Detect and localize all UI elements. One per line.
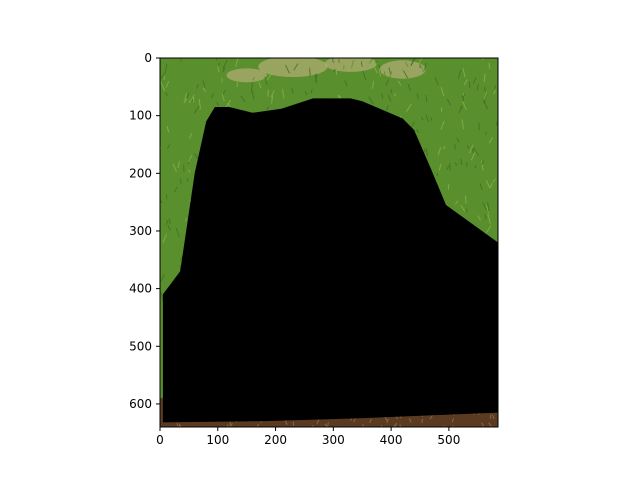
y-tick-label: 500 — [129, 339, 152, 353]
x-tick-label: 400 — [380, 433, 403, 447]
mask-region — [162, 98, 498, 423]
x-tick-label: 500 — [437, 433, 460, 447]
y-tick-label: 200 — [129, 166, 152, 180]
x-tick-label: 300 — [322, 433, 345, 447]
x-axis: 0 100 200 300 400 500 — [156, 427, 460, 447]
x-tick-label: 0 — [156, 433, 164, 447]
y-tick-label: 100 — [129, 109, 152, 123]
axes-frame — [159, 57, 499, 428]
y-tick-label: 400 — [129, 282, 152, 296]
y-tick-label: 300 — [129, 224, 152, 238]
y-tick-label: 0 — [144, 51, 152, 65]
x-tick-label: 200 — [264, 433, 287, 447]
x-tick-label: 100 — [206, 433, 229, 447]
y-axis: 0 100 200 300 400 500 600 — [129, 51, 160, 411]
y-tick-label: 600 — [129, 397, 152, 411]
